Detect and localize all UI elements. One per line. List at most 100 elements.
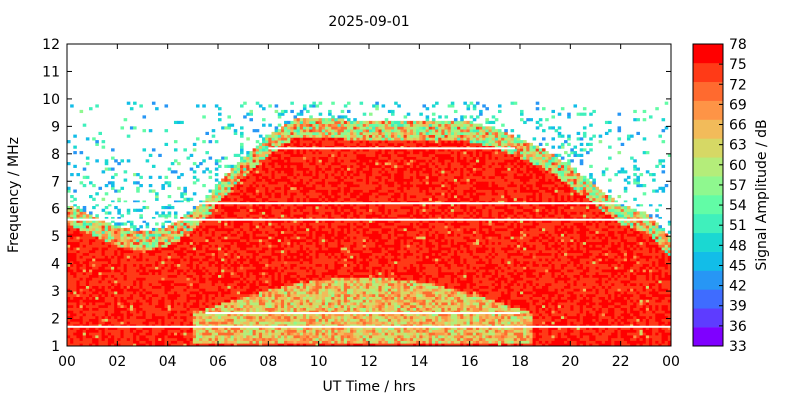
heatmap-cell [186, 274, 191, 278]
heatmap-cell [145, 315, 150, 319]
heatmap-cell [167, 195, 172, 199]
heatmap-cell [114, 296, 118, 300]
heatmap-cell [309, 186, 313, 190]
heatmap-cell [284, 170, 288, 174]
heatmap-cell [136, 285, 140, 289]
heatmap-cell [126, 315, 131, 319]
heatmap-cell [302, 274, 307, 278]
heatmap-cell [133, 252, 137, 256]
heatmap-cell [284, 252, 288, 256]
heatmap-cell [265, 178, 269, 182]
heatmap-cell [302, 326, 307, 330]
heatmap-cell [240, 131, 244, 135]
heatmap-cell [155, 258, 159, 262]
heatmap-cell [192, 247, 197, 251]
heatmap-cell [123, 315, 128, 319]
heatmap-cell [208, 296, 213, 300]
heatmap-cell [205, 277, 209, 281]
heatmap-cell [117, 321, 121, 325]
heatmap-cell [287, 211, 291, 215]
heatmap-cell [76, 214, 80, 218]
heatmap-cell [205, 307, 209, 311]
heatmap-cell [186, 280, 191, 284]
heatmap-cell [287, 266, 291, 270]
heatmap-cell [104, 318, 109, 322]
heatmap-cell [189, 258, 194, 262]
heatmap-cell [202, 318, 206, 322]
heatmap-cell [271, 137, 276, 141]
heatmap-cell [208, 282, 213, 286]
heatmap-cell [315, 175, 320, 179]
heatmap-cell [302, 214, 307, 218]
heatmap-cell [224, 173, 228, 177]
heatmap-cell [192, 255, 197, 259]
heatmap-cell [208, 244, 213, 248]
heatmap-cell [227, 244, 231, 248]
heatmap-cell [142, 282, 147, 286]
heatmap-cell [277, 302, 282, 306]
heatmap-cell [117, 225, 121, 229]
heatmap-cell [214, 200, 219, 204]
heatmap-cell [274, 173, 279, 177]
heatmap-cell [98, 285, 103, 289]
heatmap-cell [233, 184, 238, 188]
heatmap-cell [76, 293, 80, 297]
heatmap-cell [236, 203, 241, 207]
heatmap-cell [92, 230, 96, 234]
heatmap-cell [243, 236, 247, 240]
heatmap-cell [202, 255, 206, 259]
heatmap-cell [284, 263, 288, 267]
heatmap-cell [129, 291, 134, 295]
heatmap-cell [89, 337, 93, 341]
heatmap-cell [205, 167, 209, 171]
heatmap-cell [274, 285, 279, 289]
heatmap-cell [312, 337, 316, 341]
heatmap-cell [296, 120, 301, 125]
heatmap-cell [151, 299, 156, 303]
heatmap-cell [211, 225, 216, 229]
heatmap-cell [214, 296, 219, 300]
heatmap-cell [133, 238, 137, 243]
heatmap-cell [246, 167, 250, 171]
heatmap-cell [218, 112, 222, 116]
heatmap-cell [280, 249, 285, 254]
heatmap-cell [145, 222, 150, 226]
heatmap-cell [151, 282, 156, 286]
heatmap-cell [120, 335, 125, 339]
heatmap-cell [309, 244, 313, 248]
heatmap-cell [277, 282, 282, 286]
heatmap-cell [277, 162, 282, 166]
heatmap-cell [280, 230, 285, 234]
heatmap-cell [211, 233, 216, 237]
heatmap-cell [293, 208, 298, 212]
heatmap-cell [268, 335, 272, 339]
heatmap-cell [120, 214, 125, 218]
heatmap-cell [306, 271, 310, 276]
heatmap-cell [70, 324, 74, 328]
heatmap-cell [315, 164, 320, 168]
heatmap-cell [293, 178, 298, 182]
heatmap-cell [211, 288, 216, 292]
heatmap-cell [167, 318, 172, 322]
heatmap-cell [139, 260, 143, 265]
heatmap-cell [262, 148, 266, 152]
heatmap-cell [129, 107, 134, 111]
heatmap-cell [101, 252, 106, 256]
heatmap-cell [123, 340, 128, 344]
heatmap-cell [104, 244, 109, 248]
heatmap-cell [136, 277, 140, 281]
heatmap-cell [73, 271, 77, 276]
heatmap-cell [309, 321, 313, 325]
heatmap-cell [164, 288, 169, 292]
heatmap-cell [89, 343, 93, 347]
heatmap-cell [189, 296, 194, 300]
heatmap-cell [271, 315, 276, 319]
heatmap-cell [243, 241, 247, 245]
heatmap-cell [262, 307, 266, 311]
heatmap-cell [104, 238, 109, 243]
heatmap-cell [312, 310, 316, 314]
heatmap-cell [161, 227, 165, 232]
heatmap-cell [293, 170, 298, 174]
heatmap-cell [214, 195, 219, 199]
heatmap-cell [240, 255, 244, 259]
